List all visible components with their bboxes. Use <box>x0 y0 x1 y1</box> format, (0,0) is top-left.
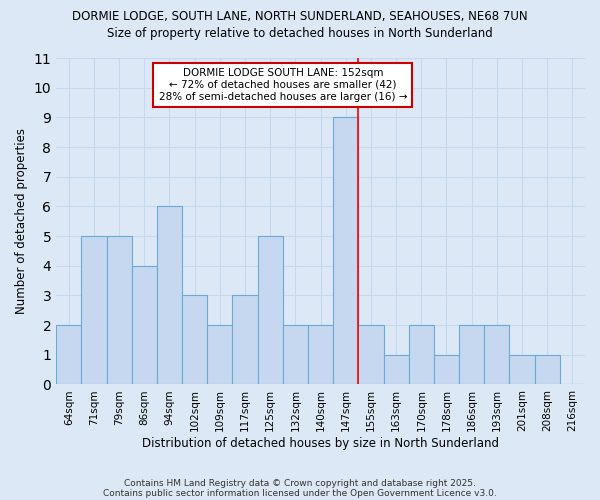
Bar <box>157 206 182 384</box>
X-axis label: Distribution of detached houses by size in North Sunderland: Distribution of detached houses by size … <box>142 437 499 450</box>
Bar <box>308 325 333 384</box>
Bar <box>207 325 232 384</box>
Bar <box>182 296 207 384</box>
Text: DORMIE LODGE, SOUTH LANE, NORTH SUNDERLAND, SEAHOUSES, NE68 7UN: DORMIE LODGE, SOUTH LANE, NORTH SUNDERLA… <box>72 10 528 23</box>
Bar <box>333 118 358 384</box>
Bar <box>383 355 409 384</box>
Text: Contains public sector information licensed under the Open Government Licence v3: Contains public sector information licen… <box>103 488 497 498</box>
Bar <box>132 266 157 384</box>
Bar <box>82 236 107 384</box>
Bar <box>459 325 484 384</box>
Y-axis label: Number of detached properties: Number of detached properties <box>15 128 28 314</box>
Bar <box>232 296 257 384</box>
Bar <box>535 355 560 384</box>
Text: DORMIE LODGE SOUTH LANE: 152sqm
← 72% of detached houses are smaller (42)
28% of: DORMIE LODGE SOUTH LANE: 152sqm ← 72% of… <box>158 68 407 102</box>
Text: Size of property relative to detached houses in North Sunderland: Size of property relative to detached ho… <box>107 28 493 40</box>
Bar <box>434 355 459 384</box>
Bar <box>107 236 132 384</box>
Bar <box>358 325 383 384</box>
Bar <box>484 325 509 384</box>
Text: Contains HM Land Registry data © Crown copyright and database right 2025.: Contains HM Land Registry data © Crown c… <box>124 478 476 488</box>
Bar <box>509 355 535 384</box>
Bar <box>283 325 308 384</box>
Bar <box>409 325 434 384</box>
Bar <box>56 325 82 384</box>
Bar <box>257 236 283 384</box>
